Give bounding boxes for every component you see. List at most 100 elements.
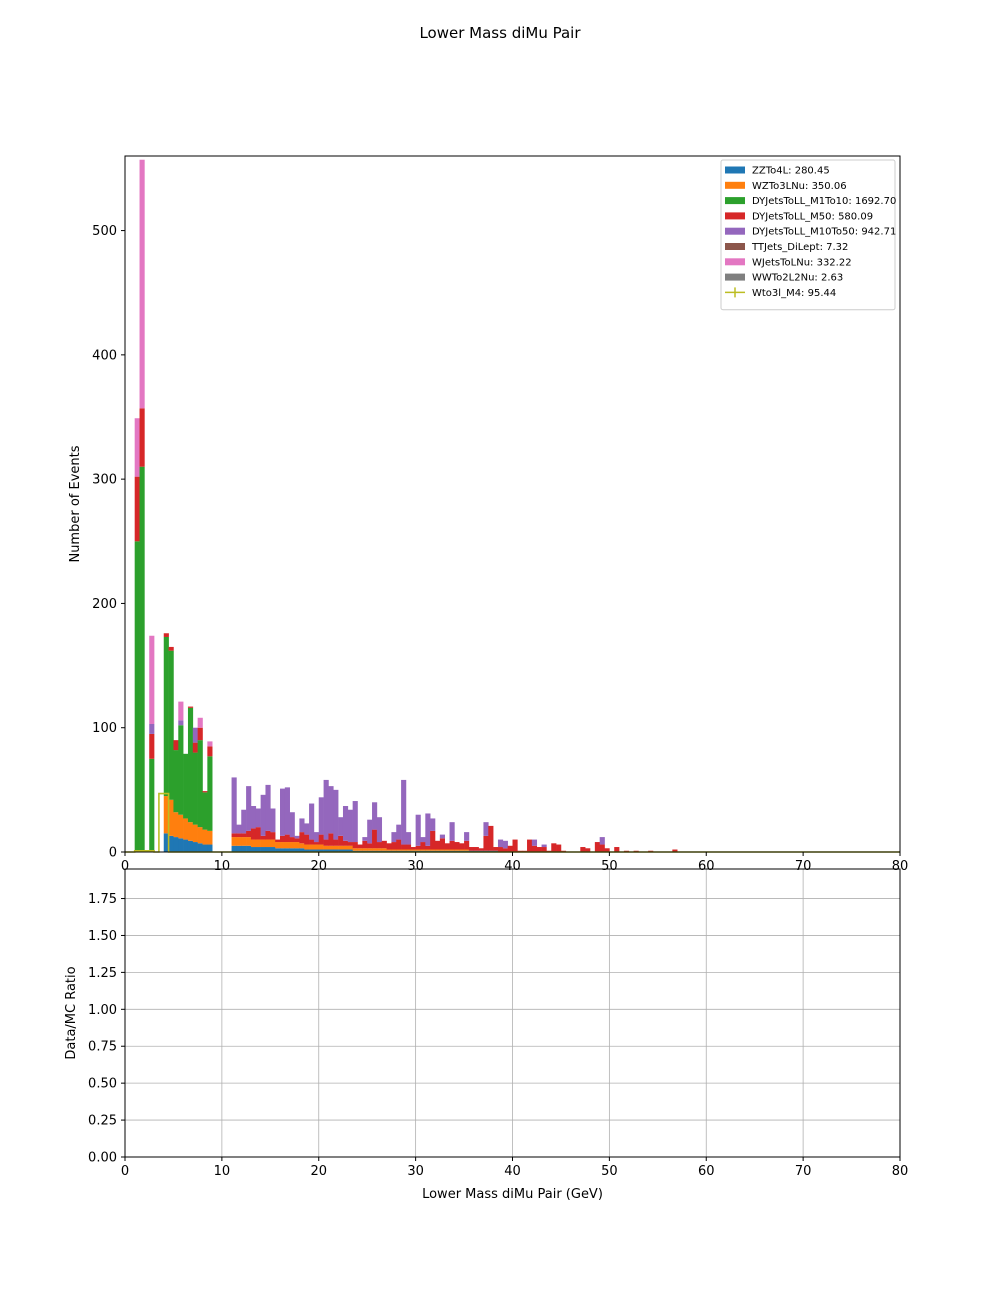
legend-swatch: [725, 243, 745, 250]
histogram-bar-segment: [246, 786, 252, 831]
histogram-bar-segment: [372, 829, 378, 849]
histogram-bar-segment: [507, 845, 513, 852]
histogram-bar-segment: [183, 818, 189, 840]
histogram-bar-segment: [163, 633, 169, 637]
histogram-bar-segment: [299, 818, 305, 833]
histogram-bar-segment: [449, 840, 455, 850]
histogram-bar-segment: [410, 847, 416, 850]
histogram-bar-segment: [580, 847, 586, 852]
histogram-bar-segment: [183, 753, 189, 819]
x-tick-label: 60: [698, 859, 715, 874]
histogram-bar-segment: [449, 849, 455, 851]
histogram-bar-segment: [464, 840, 470, 850]
histogram-bar-segment: [444, 849, 450, 851]
histogram-bar-segment: [323, 779, 329, 840]
histogram-bar-segment: [342, 849, 349, 852]
histogram-bar-segment: [318, 834, 324, 845]
histogram-bar-segment: [149, 758, 155, 852]
x-tick-label: 20: [310, 859, 327, 874]
histogram-bar-segment: [483, 822, 489, 836]
histogram-bar-segment: [372, 848, 378, 851]
histogram-bar-segment: [173, 812, 179, 838]
histogram-bar-segment: [192, 742, 198, 753]
legend-swatch: [725, 258, 745, 266]
histogram-bar-segment: [497, 839, 504, 848]
y-tick-label: 1.25: [88, 966, 117, 981]
histogram-bar-segment: [192, 842, 198, 852]
histogram-bar-segment: [376, 817, 383, 843]
histogram-bar-segment: [328, 833, 334, 846]
histogram-bar-segment: [328, 845, 334, 850]
histogram-bar-segment: [246, 845, 252, 852]
histogram-bar-segment: [425, 849, 431, 851]
histogram-bar-segment: [338, 835, 344, 846]
histogram-bar-segment: [299, 848, 305, 852]
histogram-bar-segment: [381, 840, 387, 849]
histogram-bar-segment: [270, 839, 276, 848]
histogram-bar-segment: [459, 843, 465, 850]
top-y-axis-label: Number of Events: [68, 445, 83, 562]
histogram-bar-segment: [333, 839, 339, 846]
histogram-bar-segment: [313, 849, 320, 852]
histogram-bar-segment: [309, 839, 315, 845]
histogram-bar-segment: [420, 849, 426, 851]
legend-entry-label: ZZTo4L: 280.45: [752, 166, 830, 177]
histogram-bar-segment: [231, 833, 237, 838]
histogram-bar-segment: [531, 845, 538, 852]
histogram-bar-segment: [265, 839, 271, 848]
histogram-bar-segment: [464, 849, 470, 851]
histogram-bar-segment: [599, 837, 605, 845]
x-tick-label: 30: [407, 859, 424, 874]
histogram-bar-segment: [483, 835, 489, 851]
histogram-bar-segment: [134, 476, 140, 542]
histogram-bar-segment: [376, 842, 383, 849]
histogram-bar-segment: [197, 717, 203, 728]
histogram-bar-segment: [541, 847, 547, 852]
legend-swatch: [725, 273, 745, 281]
histogram-bar-segment: [352, 801, 358, 843]
histogram-bar-segment: [255, 839, 261, 848]
x-tick-label: 10: [214, 859, 231, 874]
histogram-bar-segment: [280, 835, 286, 843]
histogram-bar-segment: [502, 848, 508, 852]
histogram-bar-segment: [173, 837, 179, 852]
legend-swatch: [725, 212, 745, 220]
histogram-bar-segment: [435, 849, 441, 851]
histogram-bar-segment: [183, 839, 189, 852]
histogram-bar-segment: [342, 845, 349, 850]
histogram-bar-segment: [391, 842, 397, 850]
y-tick-label: 100: [92, 721, 117, 736]
histogram-bar-segment: [284, 848, 290, 852]
histogram-bar-segment: [367, 819, 373, 844]
histogram-bar-segment: [541, 844, 547, 848]
histogram-bar-segment: [187, 840, 194, 852]
histogram-bar-segment: [187, 822, 194, 841]
histogram-bar-segment: [425, 845, 431, 850]
histogram-bar-segment: [386, 849, 392, 851]
histogram-bar-segment: [202, 829, 208, 845]
ratio-y-axis: 0.00 0.25 0.50 0.75 1.00 1.25 1.50 1.75: [88, 892, 125, 1166]
histogram-bar-segment: [497, 847, 504, 852]
histogram-bar-segment: [493, 847, 499, 851]
histogram-bar-segment: [342, 840, 349, 846]
histogram-bar-segment: [202, 844, 208, 852]
histogram-bar-segment: [420, 842, 426, 850]
histogram-bar-segment: [270, 808, 276, 833]
histogram-bar-segment: [672, 849, 678, 852]
histogram-bar-segment: [430, 830, 436, 850]
histogram-bar-segment: [192, 824, 198, 843]
histogram-bar-segment: [207, 741, 213, 747]
histogram-bar-segment: [357, 844, 363, 849]
histogram-bar-segment: [415, 814, 421, 846]
histogram-bar-segment: [294, 835, 300, 839]
histogram-bar-segment: [594, 842, 600, 852]
histogram-bar-segment: [197, 827, 203, 844]
histogram-bar-segment: [231, 837, 237, 846]
histogram-bar-segment: [430, 849, 436, 851]
histogram-bar-segment: [255, 808, 261, 828]
histogram-bar-segment: [604, 848, 610, 852]
histogram-bar-segment: [405, 844, 412, 850]
histogram-bar-segment: [299, 832, 305, 844]
histogram-bar-segment: [362, 848, 368, 851]
